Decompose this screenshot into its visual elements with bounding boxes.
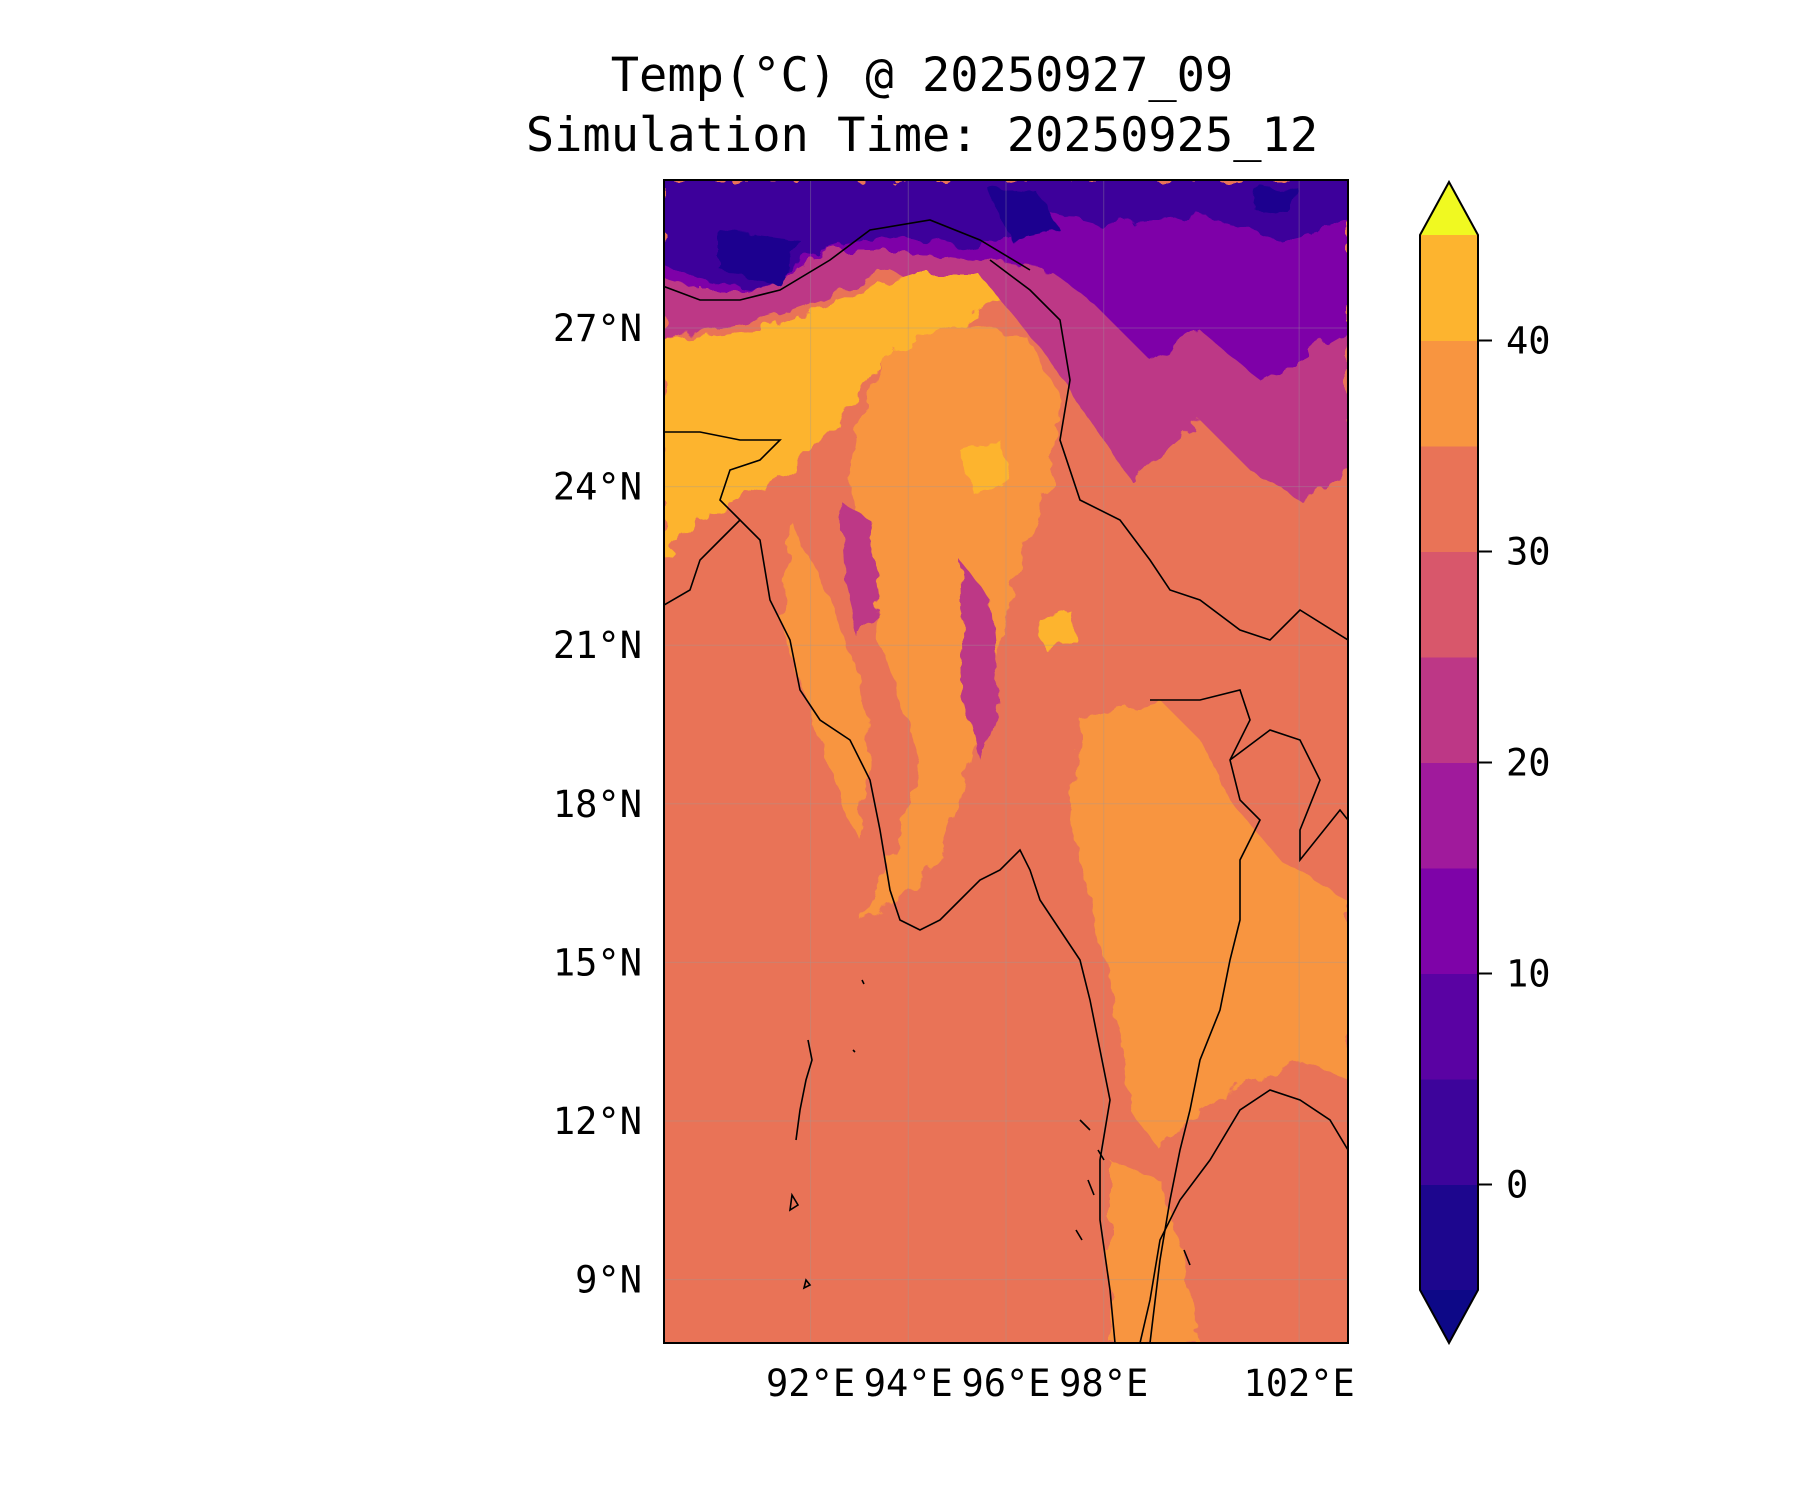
- gridlines: [664, 180, 1348, 1343]
- colorbar-outline: [1419, 179, 1479, 1346]
- figure-subtitle: Simulation Time: 20250925_12: [525, 108, 1319, 163]
- islands-mergui: [1075, 1119, 1191, 1266]
- lon-tick-label: 96°E: [961, 1362, 1050, 1405]
- border-bangladesh: [664, 431, 782, 521]
- temp-band-very-cold: [664, 180, 1348, 290]
- colorbar-segment: [1420, 1079, 1478, 1185]
- colorbar-segment: [1420, 868, 1478, 974]
- longitude-labels: 92°E 94°E 96°E 98°E 102°E: [766, 1362, 1355, 1405]
- temp-band-ridge-west: [840, 500, 1000, 760]
- border-laos: [1229, 729, 1348, 863]
- figure-title: Temp(°C) @ 20250927_09: [610, 48, 1234, 103]
- colorbar-tick-label: 30: [1506, 531, 1551, 574]
- temp-band-very-hot-north: [664, 275, 1000, 560]
- colorbar-segment: [1420, 973, 1478, 1080]
- temp-band-veryhot-spot: [960, 440, 1075, 650]
- lon-tick-label: 102°E: [1243, 1362, 1354, 1405]
- coastline-thai-peninsula: [1139, 1089, 1348, 1343]
- map-panel: [664, 180, 1348, 1343]
- map-frame: [663, 179, 1349, 1344]
- colorbar-segment: [1420, 1184, 1478, 1291]
- lat-tick-label: 12°N: [553, 1100, 642, 1143]
- colorbar-tick-label: 0: [1506, 1164, 1528, 1207]
- lat-tick-label: 18°N: [553, 783, 642, 826]
- coastline-myanmar: [664, 518, 1116, 1343]
- colorbar-segment: [1420, 551, 1478, 658]
- colorbar-tick-label: 20: [1506, 742, 1551, 785]
- lat-tick-label: 9°N: [575, 1259, 642, 1302]
- colorbar-segment: [1420, 235, 1478, 341]
- colorbar-segment: [1420, 657, 1478, 763]
- islands-andaman: [788, 979, 865, 1290]
- lat-tick-label: 24°N: [553, 466, 642, 509]
- border-myanmar-thailand: [1149, 689, 1261, 1343]
- colorbar-segment: [1420, 340, 1478, 447]
- colorbar-segment: [1420, 446, 1478, 552]
- lon-tick-label: 94°E: [864, 1362, 953, 1405]
- colorbar: 0 10 20 30 40: [1419, 179, 1551, 1346]
- temp-band-hot-coast: [780, 520, 870, 840]
- latitude-labels: 27°N 24°N 21°N 18°N 15°N 12°N 9°N: [553, 307, 642, 1302]
- coastlines-borders: [664, 219, 1348, 1343]
- temperature-contours: [664, 180, 1348, 1343]
- lon-tick-label: 92°E: [766, 1362, 855, 1405]
- lat-tick-label: 27°N: [553, 307, 642, 350]
- colorbar-tick-label: 10: [1506, 953, 1551, 996]
- lat-tick-label: 15°N: [553, 941, 642, 984]
- border-india-myanmar: [664, 219, 1031, 301]
- border-myanmar-east: [989, 259, 1348, 641]
- colorbar-extend-min: [1420, 1290, 1478, 1343]
- colorbar-tick-label: 40: [1506, 320, 1551, 363]
- temp-band-hot-thailand: [1070, 700, 1348, 1150]
- colorbar-segment: [1420, 762, 1478, 869]
- colorbar-extend-max: [1420, 182, 1478, 235]
- temp-band-hot-south: [1110, 1160, 1200, 1343]
- temp-band-peaks: [720, 185, 1300, 285]
- lat-tick-label: 21°N: [553, 624, 642, 667]
- lon-tick-label: 98°E: [1059, 1362, 1148, 1405]
